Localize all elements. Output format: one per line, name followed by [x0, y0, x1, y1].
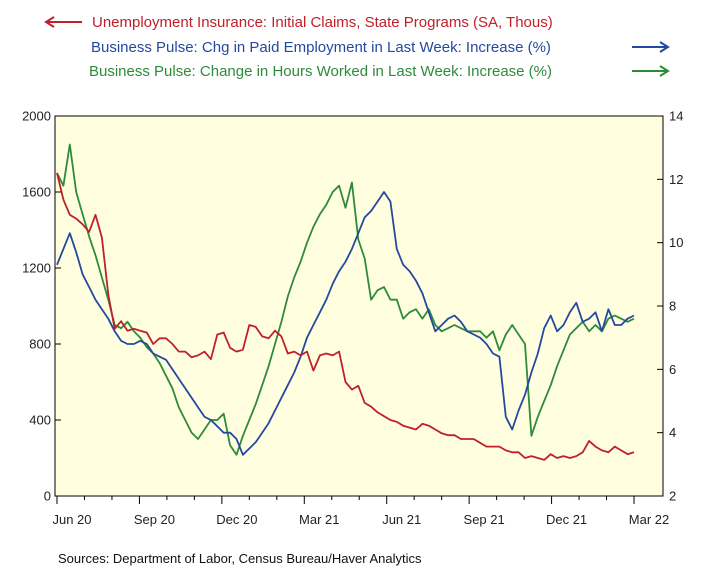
right-tick-label: 4 [669, 425, 676, 440]
plot-area [54, 115, 664, 497]
x-tick-label: Sep 20 [134, 512, 175, 527]
left-tick-label: 800 [29, 337, 51, 352]
x-tick-label: Mar 22 [629, 512, 669, 527]
left-tick-label: 1200 [22, 261, 51, 276]
x-tick-label: Dec 21 [546, 512, 587, 527]
legend-arrowhead-2 [659, 41, 670, 53]
right-tick-label: 2 [669, 489, 676, 504]
left-tick-label: 2000 [22, 109, 51, 124]
right-tick-label: 12 [669, 172, 683, 187]
x-tick-label: Sep 21 [464, 512, 505, 527]
right-tick-label: 10 [669, 235, 683, 250]
x-tick-label: Jun 21 [382, 512, 421, 527]
legend-arrowhead-3 [659, 65, 670, 77]
series-layer [56, 143, 635, 461]
x-tick-label: Mar 21 [299, 512, 339, 527]
x-tick-label: Jun 20 [52, 512, 91, 527]
legend-arrowhead-1 [44, 16, 55, 28]
right-tick-label: 6 [669, 362, 676, 377]
legend-label-3: Business Pulse: Change in Hours Worked i… [89, 63, 552, 80]
left-tick-label: 400 [29, 413, 51, 428]
series-line-2 [56, 191, 635, 456]
source-note: Sources: Department of Labor, Census Bur… [58, 551, 422, 566]
legend-label-2: Business Pulse: Chg in Paid Employment i… [91, 39, 551, 56]
left-tick-label: 0 [44, 489, 51, 504]
left-tick-label: 1600 [22, 185, 51, 200]
x-tick-label: Dec 20 [216, 512, 257, 527]
series-line-1 [56, 172, 635, 461]
axes-layer: 0 400 800 1200 1600 2000 2 4 6 8 10 12 14 Jun 20 Sep 2… [22, 109, 683, 528]
legend-label-1: Unemployment Insurance: Initial Claims, … [92, 14, 553, 31]
right-tick-label: 14 [669, 109, 683, 124]
legend: Unemployment Insurance: Initial Claims, … [44, 14, 670, 80]
right-tick-label: 8 [669, 299, 676, 314]
